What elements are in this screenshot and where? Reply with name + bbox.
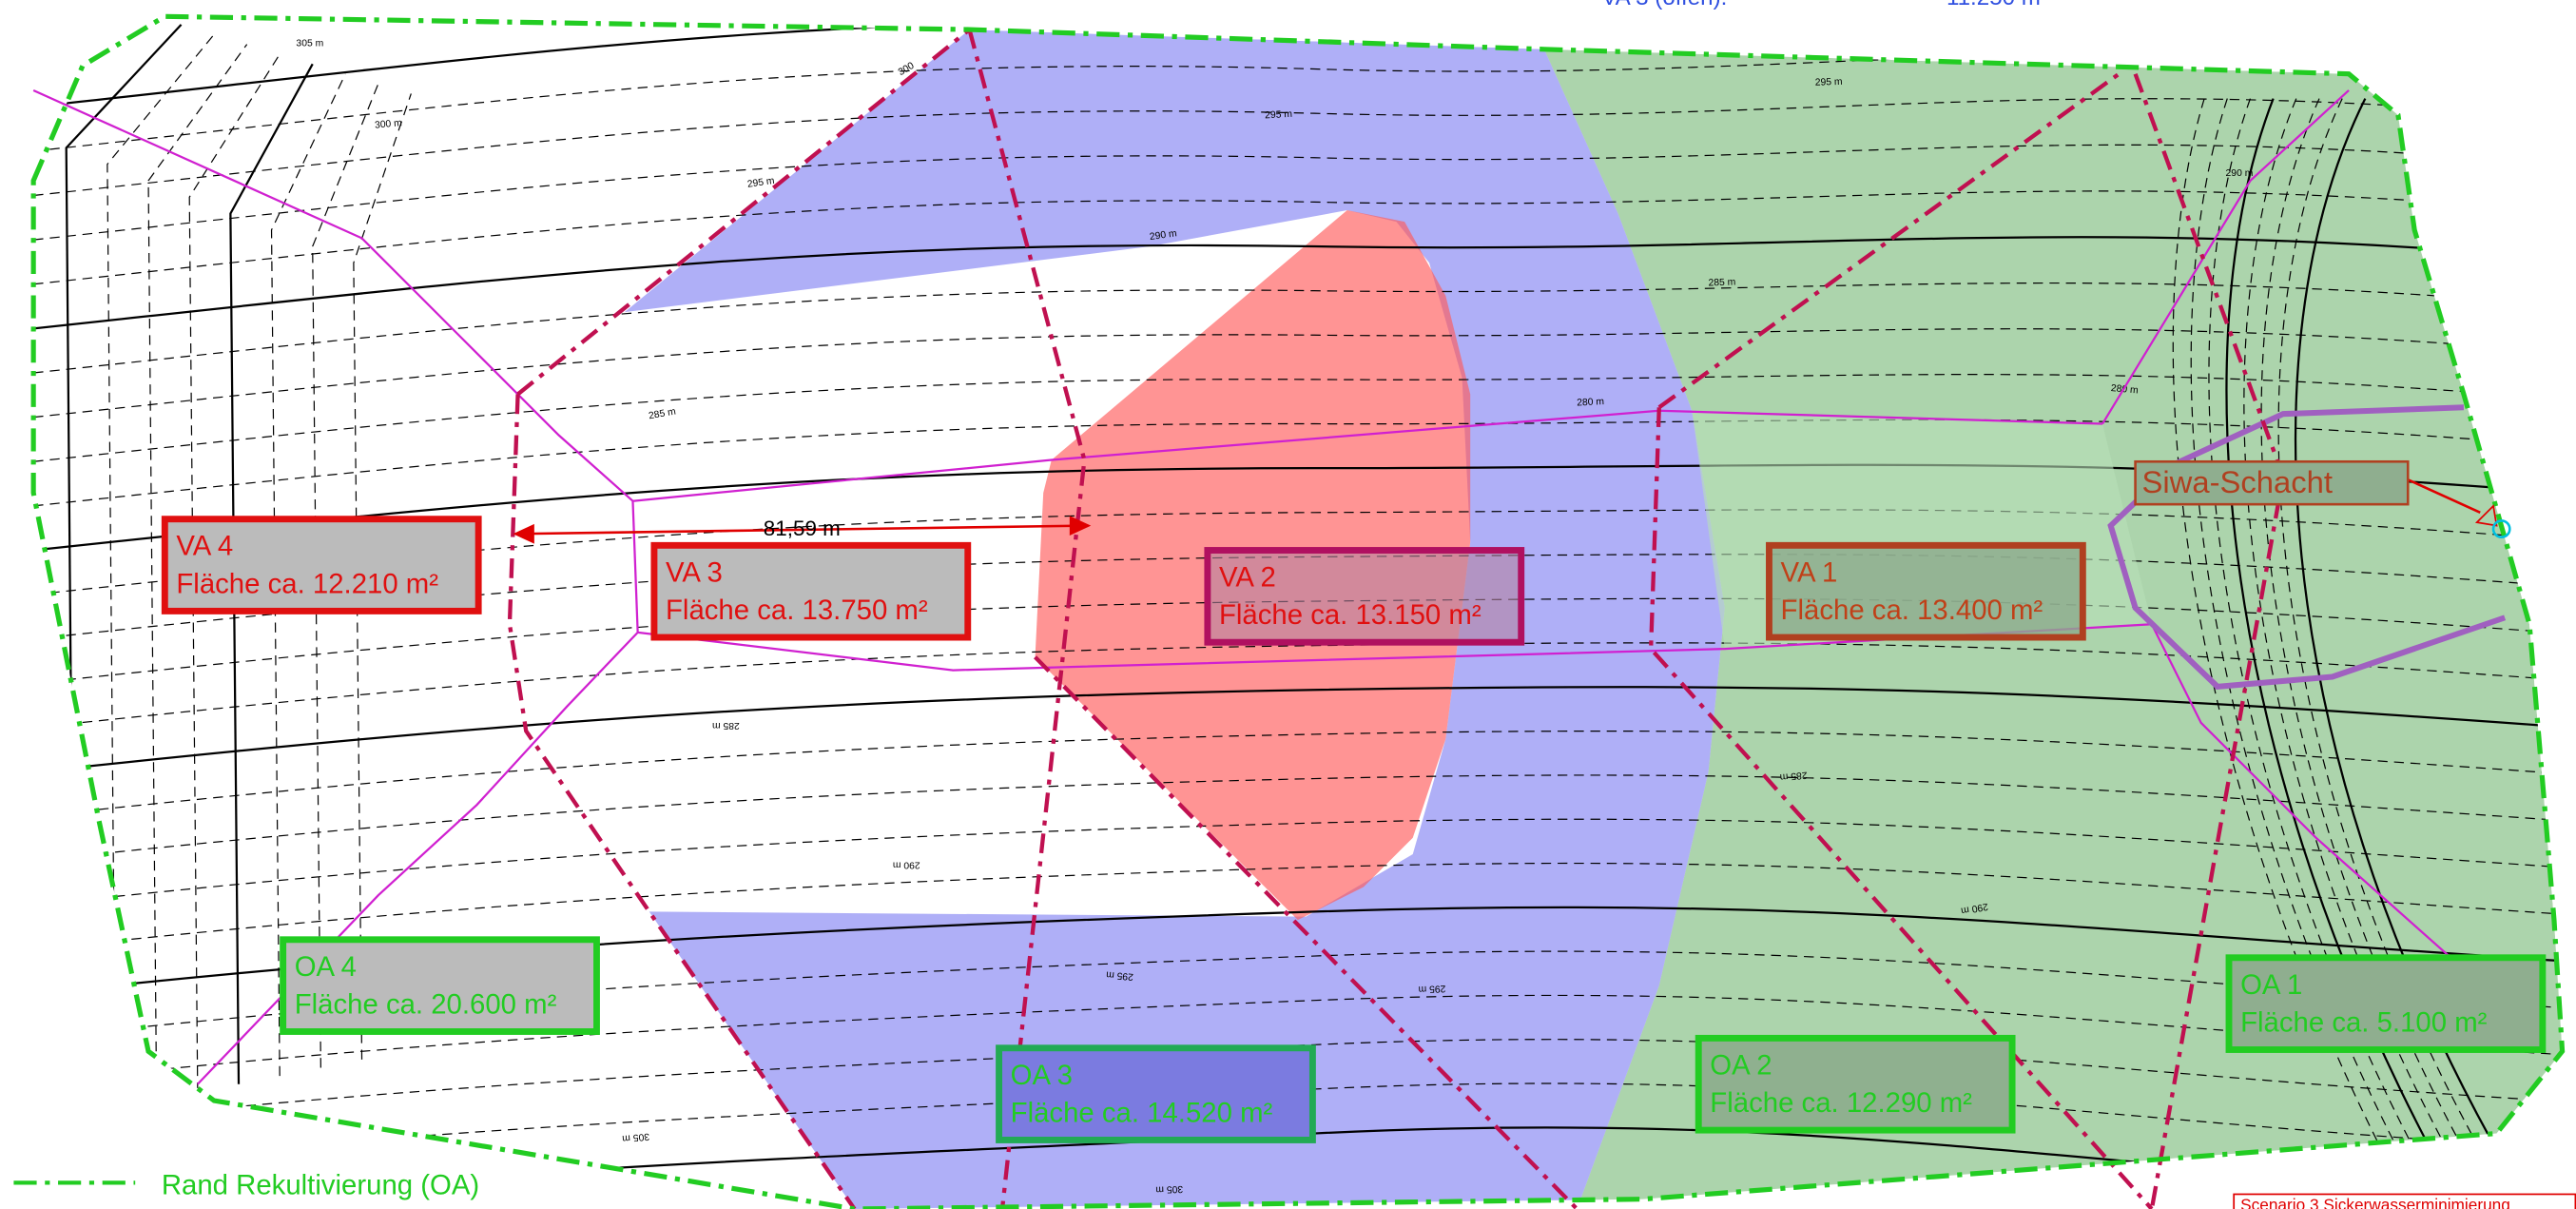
area-box [161, 516, 482, 614]
contour [33, 730, 2563, 817]
area-box [280, 936, 600, 1035]
contour [107, 33, 215, 1109]
site-boundary [30, 13, 2566, 1209]
contour-label: 290 m [1149, 228, 1177, 243]
contour [33, 328, 2563, 419]
distance-label: 81,59 m [764, 517, 841, 540]
area-size: Fläche ca. 12.290 m² [1710, 1087, 1972, 1119]
area-size: Fläche ca. 13.750 m² [666, 595, 928, 626]
area-box [996, 1044, 1316, 1143]
area-boxes: VA 4 Fläche ca. 12.210 m² VA 3 Fläche ca. 1… [161, 516, 2547, 1143]
contour [33, 463, 2563, 552]
contour [33, 862, 2563, 950]
area-name: VA 2 [1219, 562, 1276, 594]
contour [353, 93, 412, 1060]
contour-label: 285 m [648, 406, 676, 421]
contour [270, 73, 346, 1077]
contour-label: 280 m [1577, 397, 1604, 408]
contour [312, 83, 379, 1068]
contour [33, 190, 2563, 285]
shaft-marker [2491, 519, 2511, 538]
area-name: VA 1 [1781, 556, 1838, 588]
contour-label: 280 m [2110, 383, 2139, 396]
contour-label: 305 m [296, 38, 323, 49]
contour-label: 285 m [1779, 770, 1808, 782]
contour-label: 305 m [1155, 1183, 1183, 1195]
contour-label: 285 m [1708, 277, 1735, 288]
contour-label: 305 m [622, 1131, 650, 1143]
footer-label: Scenario 3 Sickerwasserminimierung [2240, 1196, 2510, 1209]
area-box [650, 541, 972, 641]
contour-label: 285 m [712, 720, 740, 731]
contour [188, 53, 281, 1093]
header-label: VA 3 (offen): [1601, 0, 1727, 10]
contour [33, 282, 2563, 374]
area-name: OA 3 [1011, 1060, 1073, 1091]
area-size: Fläche ca. 13.150 m² [1219, 599, 1482, 631]
contour-label: 290 m [893, 860, 920, 870]
contour [33, 98, 2563, 197]
contour-label: 295 m [1815, 77, 1843, 88]
contour-label: 290 m [2226, 168, 2254, 179]
distance-line [517, 524, 1085, 536]
footer-box [2233, 1193, 2576, 1209]
contour [33, 144, 2563, 241]
legend-label: Rand Rekultivierung (OA) [162, 1169, 479, 1200]
division-lines [507, 28, 2286, 1209]
contour-label: 295 m [1106, 969, 1134, 982]
area-size: Fläche ca. 20.600 m² [295, 988, 557, 1020]
area-box [1695, 1034, 2016, 1134]
area-box [2225, 954, 2547, 1053]
area-name: VA 3 [666, 556, 723, 588]
contour-label: 300 m [375, 118, 403, 130]
area-name: OA 2 [1710, 1049, 1772, 1081]
area-name: VA 4 [176, 531, 233, 562]
shaft-label: Siwa-Schacht [2141, 464, 2333, 499]
contour-label: 295 m [1418, 983, 1445, 994]
shaft-box [2134, 459, 2410, 506]
header-value: 11.250 m [1947, 0, 2041, 10]
boundary-lines [32, 88, 2465, 1085]
area-name: OA 4 [295, 951, 357, 983]
shaft-arrow [2474, 504, 2498, 527]
contour [33, 236, 2563, 330]
contour-label: 295 m [746, 176, 775, 190]
contour-label: 295 m [1265, 109, 1292, 121]
contour [147, 44, 248, 1102]
area-size: Fläche ca. 14.520 m² [1011, 1097, 1273, 1128]
contour [33, 774, 2563, 862]
area-box [1766, 541, 2086, 641]
contour [33, 994, 2563, 1083]
area-size: Fläche ca. 12.210 m² [176, 568, 438, 599]
contour [229, 63, 314, 1084]
area-box [1204, 547, 1525, 646]
area-name: OA 1 [2240, 969, 2302, 1001]
contour [33, 818, 2563, 907]
contour [33, 686, 2563, 773]
shaft-pointer [2407, 478, 2481, 514]
area-size: Fläche ca. 5.100 m² [2240, 1006, 2488, 1038]
contour-label: 290 m [1960, 901, 1988, 916]
area-size: Fläche ca. 13.400 m² [1781, 595, 2043, 626]
contour [33, 419, 2563, 507]
